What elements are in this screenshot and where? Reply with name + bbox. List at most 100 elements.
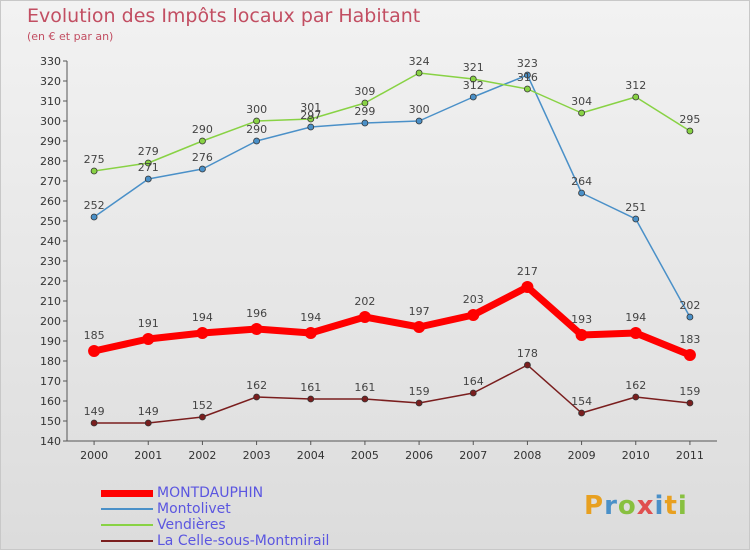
data-labels: 149 149 152 162 161 161 159 164 178 154 162 159 252 2… [84,55,701,418]
data-label: 323 [517,57,538,70]
chart-subtitle: (en € et par an) [27,30,114,43]
data-label: 324 [409,55,430,68]
data-point [253,117,260,125]
data-point [307,123,315,131]
x-tick-label: 2005 [351,449,379,462]
data-point [524,71,531,79]
series-lines [88,69,696,427]
y-tick-label: 180 [40,355,61,368]
x-tick-label: 2001 [134,449,162,462]
data-label: 316 [517,71,538,84]
legend-label: Vendières [157,517,226,533]
y-tick-label: 190 [40,335,61,348]
y-tick-label: 170 [40,375,61,388]
data-label: 264 [571,175,592,188]
data-label: 217 [517,265,538,278]
y-tick-label: 140 [40,435,61,448]
data-label: 185 [84,329,105,342]
data-label: 321 [463,61,484,74]
x-tick-label: 2002 [188,449,216,462]
y-tick-label: 250 [40,215,61,228]
data-label: 300 [409,103,430,116]
data-label: 193 [571,313,592,326]
y-tick-label: 220 [40,275,61,288]
data-point [199,413,206,421]
data-point [413,321,426,333]
legend-swatch [101,524,153,526]
data-point [199,165,206,173]
data-point [253,393,260,401]
data-point [361,99,369,107]
data-point [90,167,98,175]
x-tick-label: 2011 [676,449,704,462]
y-tick-label: 320 [40,75,61,88]
data-point [524,361,531,369]
data-point [469,93,477,101]
legend: MONTDAUPHIN Montolivet Vendières La Celle-s… [101,485,329,549]
data-point [521,281,534,293]
data-point [632,215,640,223]
data-label: 197 [409,305,430,318]
data-label: 161 [354,381,375,394]
data-point [142,333,155,345]
data-point [196,327,209,339]
data-point [632,93,640,101]
data-point [358,311,371,323]
legend-swatch [101,489,153,497]
y-tick-label: 150 [40,415,61,428]
x-tick-label: 2009 [568,449,596,462]
data-point [578,189,585,197]
y-tick-label: 230 [40,255,61,268]
data-label: 202 [354,295,375,308]
data-point [250,323,263,335]
series-line [93,72,691,172]
data-point [575,329,588,341]
data-point [144,159,152,167]
data-point [415,69,423,77]
data-label: 194 [192,311,213,324]
data-label: 159 [409,385,430,398]
x-tick-label: 2007 [459,449,487,462]
data-point [415,117,423,125]
data-point [467,309,480,321]
data-point [578,109,585,117]
data-label: 149 [138,405,159,418]
series-line [93,74,691,318]
data-label: 159 [679,385,700,398]
data-label: 271 [138,161,159,174]
data-point [524,85,531,93]
data-label: 295 [679,113,700,126]
data-point [144,419,152,427]
data-label: 309 [354,85,375,98]
y-tick-label: 330 [40,55,61,68]
data-point [90,419,98,427]
data-point [199,137,206,145]
data-label: 191 [138,317,159,330]
data-point [307,115,315,123]
data-point [578,409,585,417]
data-point [90,213,98,221]
legend-label: MONTDAUPHIN [157,485,264,501]
y-tick-label: 200 [40,315,61,328]
data-point [683,349,696,361]
data-label: 196 [246,307,267,320]
y-tick-label: 210 [40,295,61,308]
data-label: 304 [571,95,592,108]
data-label: 162 [246,379,267,392]
data-label: 279 [138,145,159,158]
data-label: 203 [463,293,484,306]
x-tick-label: 2006 [405,449,433,462]
legend-swatch [101,540,153,542]
data-label: 194 [300,311,321,324]
data-label: 164 [463,375,484,388]
data-point [253,137,260,145]
data-label: 149 [84,405,105,418]
legend-item: La Celle-sous-Montmirail [101,533,329,549]
data-label: 252 [84,199,105,212]
data-point [686,127,694,135]
data-point [469,389,477,397]
data-point [307,395,315,403]
y-tick-label: 160 [40,395,61,408]
legend-item: Vendières [101,517,329,533]
